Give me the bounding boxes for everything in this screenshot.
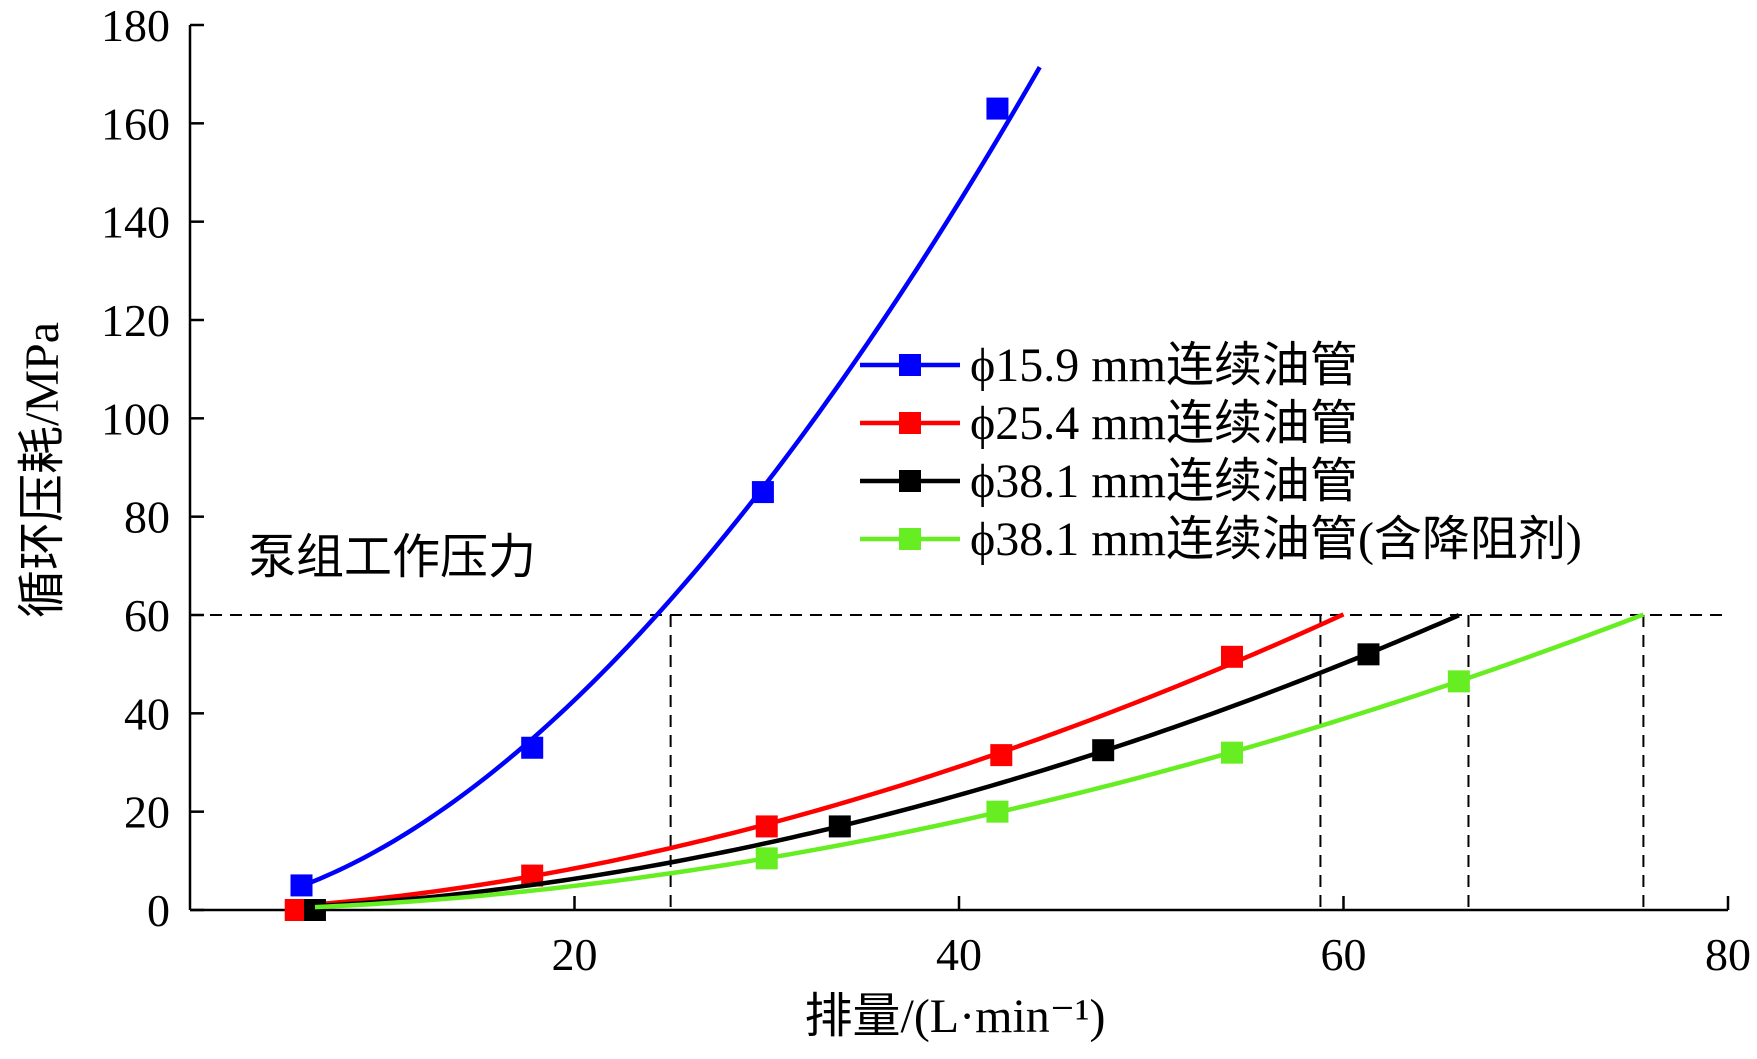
reference-lines [190, 614, 1728, 910]
data-point [990, 744, 1013, 767]
tick-labels: 0 20 40 60 80 100 120 140 160 180 20 40 60 80 [101, 0, 1751, 980]
x-tick-label: 20 [552, 929, 598, 980]
y-tick-label: 160 [101, 98, 170, 149]
legend-label: ϕ38.1 mm连续油管(含降阻剂) [970, 513, 1582, 566]
data-point [1092, 739, 1115, 762]
data-point [1220, 645, 1243, 668]
y-tick-label: 100 [101, 393, 170, 444]
data-point [755, 815, 778, 838]
y-tick-label: 60 [124, 590, 170, 641]
series-line [295, 612, 1345, 909]
data-point [1220, 741, 1243, 764]
series-group [284, 65, 1645, 921]
data-point [303, 899, 326, 921]
y-tick-label: 20 [124, 787, 170, 838]
x-tick-label: 40 [936, 929, 982, 980]
axes [188, 23, 1730, 912]
data-point [1357, 643, 1380, 666]
data-point [521, 864, 544, 887]
y-tick-label: 40 [124, 688, 170, 739]
series-line [300, 65, 1042, 889]
y-tick-label: 180 [101, 0, 170, 51]
data-point [986, 97, 1009, 120]
data-point [828, 815, 851, 838]
data-point [521, 736, 544, 759]
data-point [751, 481, 774, 504]
legend-label: ϕ15.9 mm连续油管 [970, 339, 1358, 392]
y-tick-label: 120 [101, 295, 170, 346]
x-tick-label: 80 [1705, 929, 1751, 980]
legend-label: ϕ38.1 mm连续油管 [970, 455, 1358, 508]
x-tick-label: 60 [1321, 929, 1367, 980]
y-tick-label: 80 [124, 492, 170, 543]
pump-pressure-annotation: 泵组工作压力 [248, 531, 536, 584]
data-point [284, 899, 307, 921]
y-tick-label: 140 [101, 197, 170, 248]
y-axis-label: 循环压耗/MPa [16, 322, 69, 618]
data-point [986, 800, 1009, 823]
data-point [755, 847, 778, 870]
legend-swatch-marker [899, 528, 921, 550]
data-point [1447, 670, 1470, 693]
legend-label: ϕ25.4 mm连续油管 [970, 397, 1358, 450]
data-point [290, 874, 313, 897]
series-line [314, 613, 1460, 909]
x-axis-label: 排量/(L·min⁻¹) [804, 990, 1105, 1043]
y-tick-label: 0 [147, 885, 170, 936]
legend-swatch-marker [899, 470, 921, 492]
series-line [314, 612, 1645, 910]
legend-swatch-marker [899, 412, 921, 434]
legend-swatch-marker [899, 354, 921, 376]
